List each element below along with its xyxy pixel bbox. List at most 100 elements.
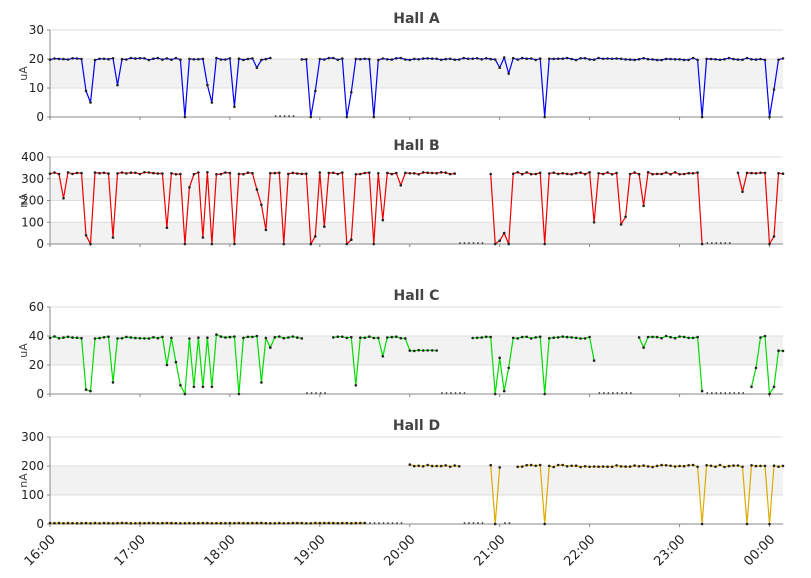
data-point xyxy=(368,335,371,338)
data-point xyxy=(498,466,502,469)
data-point xyxy=(251,521,254,525)
data-point xyxy=(723,57,726,61)
panel-title: Hall B xyxy=(393,138,439,154)
data-point xyxy=(619,57,623,61)
data-point xyxy=(179,522,182,525)
y-tick-label: 30 xyxy=(29,23,44,37)
data-point xyxy=(62,522,65,525)
data-point xyxy=(269,171,272,175)
data-point xyxy=(179,384,182,387)
data-point xyxy=(696,171,699,174)
data-point xyxy=(125,335,128,339)
data-point xyxy=(480,336,484,339)
data-point xyxy=(219,521,223,525)
data-point xyxy=(192,385,196,389)
data-point xyxy=(84,89,88,93)
data-point xyxy=(493,242,497,246)
y-tick-label: 400 xyxy=(21,150,44,164)
data-point xyxy=(628,172,632,176)
data-point xyxy=(138,172,142,176)
data-point xyxy=(336,335,340,339)
data-point xyxy=(120,57,124,61)
data-point xyxy=(552,57,555,61)
y-tick-label: 0 xyxy=(36,517,44,531)
data-point xyxy=(336,521,340,525)
data-point xyxy=(511,172,515,176)
panel-title: Hall C xyxy=(394,288,440,304)
data-point xyxy=(408,463,412,466)
data-point xyxy=(691,172,695,175)
data-point xyxy=(156,522,160,525)
data-point xyxy=(305,172,308,175)
data-point xyxy=(417,348,421,352)
data-point xyxy=(264,336,268,340)
data-point xyxy=(363,171,367,175)
data-point xyxy=(763,58,767,62)
data-point xyxy=(538,171,542,175)
data-point xyxy=(696,335,699,339)
data-point xyxy=(570,336,573,339)
data-point xyxy=(637,465,641,468)
data-point xyxy=(493,522,497,526)
data-point xyxy=(525,463,528,467)
data-point xyxy=(134,57,137,60)
data-point xyxy=(610,465,614,469)
data-point xyxy=(750,58,753,61)
data-point xyxy=(615,464,618,467)
data-point xyxy=(583,56,587,60)
data-point xyxy=(377,58,380,62)
data-point xyxy=(98,57,101,61)
data-point xyxy=(260,203,263,207)
data-point xyxy=(421,57,425,60)
data-point xyxy=(332,56,335,60)
data-point xyxy=(224,336,227,339)
data-point xyxy=(192,58,196,61)
data-point xyxy=(48,521,52,525)
data-point xyxy=(219,335,223,338)
data-point xyxy=(543,242,546,246)
data-point xyxy=(219,172,223,176)
data-point xyxy=(705,464,708,467)
data-point xyxy=(408,58,412,62)
data-point xyxy=(161,521,164,525)
data-point xyxy=(314,235,317,238)
x-tick-label: 16:00 xyxy=(22,532,59,569)
data-point xyxy=(444,464,448,467)
data-point xyxy=(489,335,493,339)
data-point xyxy=(305,58,308,61)
data-point xyxy=(233,242,236,246)
data-point xyxy=(143,171,146,174)
data-point xyxy=(197,521,200,525)
data-point xyxy=(678,58,681,61)
data-point xyxy=(183,522,187,525)
data-point xyxy=(556,463,560,467)
data-point xyxy=(215,333,218,336)
data-point xyxy=(574,336,578,340)
data-point xyxy=(705,57,708,61)
data-point xyxy=(714,465,717,469)
data-point xyxy=(529,337,533,340)
data-point xyxy=(520,56,524,60)
data-point xyxy=(736,58,740,61)
data-point xyxy=(107,335,110,339)
data-point xyxy=(102,57,106,61)
data-point xyxy=(570,464,573,468)
data-point xyxy=(179,58,182,61)
data-point xyxy=(75,522,79,525)
data-point xyxy=(664,464,668,467)
data-point xyxy=(228,171,232,175)
data-point xyxy=(543,392,546,396)
data-point xyxy=(84,234,88,237)
data-point xyxy=(309,115,313,119)
data-point xyxy=(750,385,753,389)
data-point xyxy=(390,172,394,176)
data-point xyxy=(714,58,717,61)
data-point xyxy=(359,57,362,61)
data-point xyxy=(727,56,731,60)
data-point xyxy=(300,58,304,61)
data-point xyxy=(615,171,618,175)
data-point xyxy=(570,57,573,61)
data-point xyxy=(763,334,767,338)
data-point xyxy=(125,58,128,61)
data-point xyxy=(484,57,488,60)
